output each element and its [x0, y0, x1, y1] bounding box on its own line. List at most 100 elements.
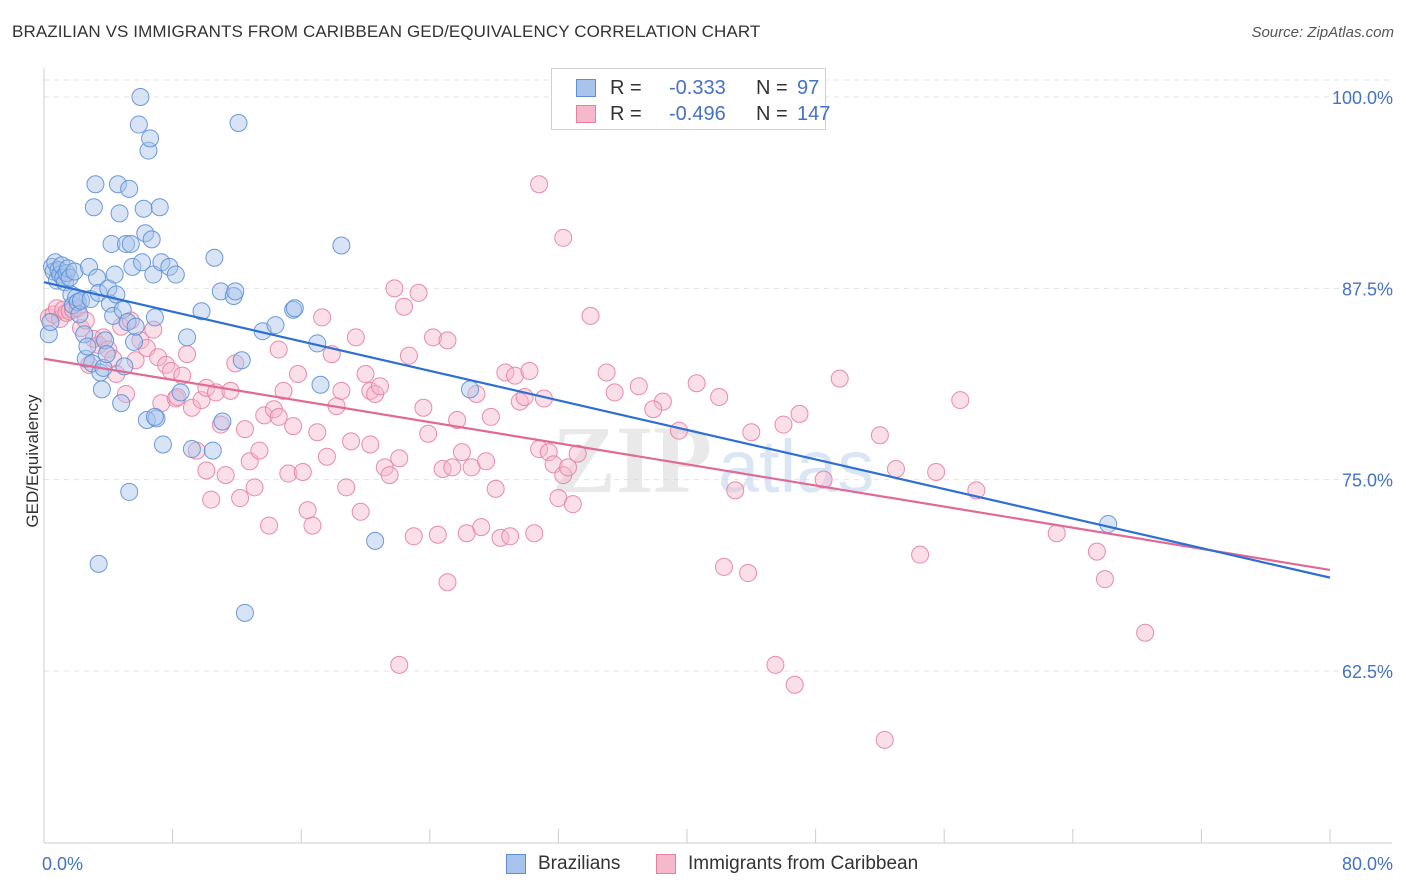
brazilian-point — [126, 317, 145, 336]
caribbean-point — [288, 365, 307, 384]
caribbean-point — [308, 423, 327, 442]
y-tick-label: 87.5% — [1342, 279, 1393, 299]
watermark-zip: ZIP — [552, 406, 712, 513]
caribbean-point — [342, 432, 361, 451]
caribbean-point — [284, 417, 303, 436]
brazilian-point — [232, 351, 251, 370]
legend-swatch-pink — [656, 854, 676, 874]
brazilian-point — [116, 234, 135, 253]
caribbean-point — [766, 655, 785, 674]
brazilian-point — [134, 199, 153, 218]
caribbean-point — [202, 490, 221, 509]
caribbean-point — [361, 381, 380, 400]
brazilian-point — [226, 282, 245, 301]
legend-r-label: R = — [610, 77, 642, 99]
series-brazilians-points — [39, 88, 1118, 622]
brazilian-point — [1099, 515, 1118, 534]
legend-label-brazilians: Brazilians — [538, 853, 621, 874]
brazilian-point — [86, 175, 105, 194]
brazilian-point — [332, 236, 351, 255]
caribbean-point — [116, 384, 135, 403]
caribbean-point — [911, 545, 930, 564]
caribbean-point — [448, 410, 467, 429]
legend-n-value: 97 — [797, 77, 820, 99]
caribbean-point — [605, 383, 624, 402]
legend-n-value: 147 — [797, 103, 831, 125]
caribbean-point — [274, 381, 293, 400]
source-label: Source: ZipAtlas.com — [1251, 24, 1394, 41]
caribbean-point — [830, 369, 849, 388]
caribbean-point — [356, 365, 375, 384]
brazilian-point — [205, 248, 224, 267]
caribbean-point — [644, 400, 663, 419]
legend-n-label: N = — [756, 103, 788, 125]
y-tick-label: 100.0% — [1332, 88, 1393, 108]
caribbean-point — [710, 388, 729, 407]
brazilian-point — [120, 482, 139, 501]
caribbean-point — [520, 361, 539, 380]
brazilian-point — [71, 291, 90, 310]
caribbean-point — [255, 406, 274, 425]
chart-title: BRAZILIAN VS IMMIGRANTS FROM CARIBBEAN G… — [12, 22, 761, 41]
brazilian-point — [125, 332, 144, 351]
caribbean-point — [293, 463, 312, 482]
caribbean-point — [496, 363, 515, 382]
brazilian-point — [178, 328, 197, 347]
caribbean-point — [250, 441, 269, 460]
caribbean-point — [467, 384, 486, 403]
caribbean-point — [597, 363, 616, 382]
brazilian-point — [182, 440, 201, 459]
caribbean-point — [424, 328, 443, 347]
caribbean-point — [433, 459, 452, 478]
legend-r-value: -0.333 — [669, 77, 726, 99]
brazilian-point — [133, 253, 152, 272]
caribbean-point — [1047, 524, 1066, 543]
caribbean-point — [409, 283, 428, 302]
brazilian-point — [145, 407, 164, 426]
brazilian-point — [41, 313, 60, 332]
caribbean-point — [563, 495, 582, 514]
legend-r-value: -0.496 — [669, 103, 726, 125]
caribbean-point — [653, 392, 672, 411]
brazilian-point — [110, 204, 129, 223]
caribbean-point — [443, 458, 462, 477]
caribbean-point — [491, 528, 510, 547]
axes — [43, 68, 1392, 844]
y-tick-label: 62.5% — [1342, 662, 1393, 682]
brazilian-point — [192, 302, 211, 321]
caribbean-point — [774, 415, 793, 434]
caribbean-point — [404, 527, 423, 546]
caribbean-point — [629, 377, 648, 396]
caribbean-point — [1136, 623, 1155, 642]
caribbean-point — [428, 525, 447, 544]
caribbean-point — [505, 366, 524, 385]
brazilian-point — [92, 380, 111, 399]
gridlines — [44, 79, 1392, 672]
caribbean-point — [211, 415, 230, 434]
caribbean-point — [182, 398, 201, 417]
x-tick-label: 80.0% — [1342, 854, 1393, 874]
caribbean-point — [399, 346, 418, 365]
caribbean-point — [157, 355, 176, 374]
x-tick-label: 0.0% — [42, 854, 83, 874]
brazilian-point — [84, 198, 103, 217]
brazilian-point — [97, 345, 116, 364]
caribbean-point — [742, 423, 761, 442]
caribbean-point — [361, 435, 380, 454]
legend-swatch-blue — [506, 854, 526, 874]
brazilian-point — [120, 179, 139, 198]
legend-r-label: R = — [610, 103, 642, 125]
caribbean-point — [790, 404, 809, 423]
caribbean-point — [269, 340, 288, 359]
watermark: ZIP atlas — [552, 406, 874, 513]
caribbean-point — [739, 564, 758, 583]
tick-labels: 62.5% 75.0% 87.5% 100.0% 0.0% 80.0% GED/Equiva… — [23, 88, 1393, 874]
caribbean-point — [525, 524, 544, 543]
series-caribbean-points — [39, 175, 1155, 749]
caribbean-point — [486, 479, 505, 498]
caribbean-point — [313, 308, 332, 327]
caribbean-point — [84, 329, 103, 348]
caribbean-point — [346, 328, 365, 347]
caribbean-point — [351, 502, 370, 521]
